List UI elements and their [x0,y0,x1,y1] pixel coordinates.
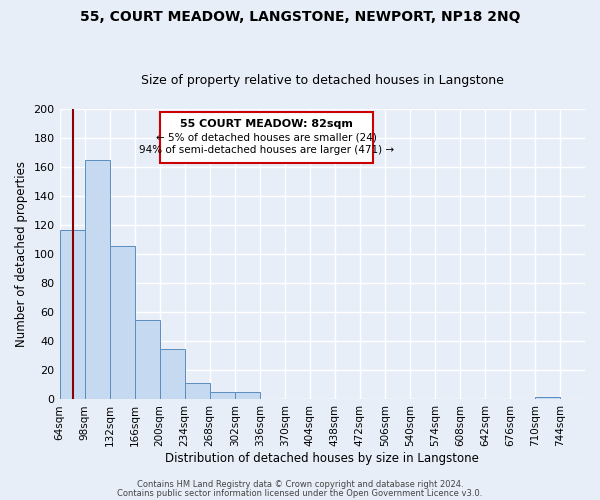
Text: Contains HM Land Registry data © Crown copyright and database right 2024.: Contains HM Land Registry data © Crown c… [137,480,463,489]
Bar [185,384,209,400]
Text: 55 COURT MEADOW: 82sqm: 55 COURT MEADOW: 82sqm [180,119,353,129]
Bar [110,246,134,400]
Bar [209,392,235,400]
Bar [535,396,560,400]
Text: 55, COURT MEADOW, LANGSTONE, NEWPORT, NP18 2NQ: 55, COURT MEADOW, LANGSTONE, NEWPORT, NP… [80,10,520,24]
Y-axis label: Number of detached properties: Number of detached properties [15,161,28,347]
Bar [160,348,185,400]
Text: 94% of semi-detached houses are larger (471) →: 94% of semi-detached houses are larger (… [139,146,394,156]
Title: Size of property relative to detached houses in Langstone: Size of property relative to detached ho… [141,74,504,87]
Bar [134,320,160,400]
Bar [85,160,110,400]
X-axis label: Distribution of detached houses by size in Langstone: Distribution of detached houses by size … [166,452,479,465]
Bar [59,230,85,400]
Text: Contains public sector information licensed under the Open Government Licence v3: Contains public sector information licen… [118,488,482,498]
FancyBboxPatch shape [160,112,373,162]
Bar [235,392,260,400]
Text: ← 5% of detached houses are smaller (24): ← 5% of detached houses are smaller (24) [156,132,377,142]
